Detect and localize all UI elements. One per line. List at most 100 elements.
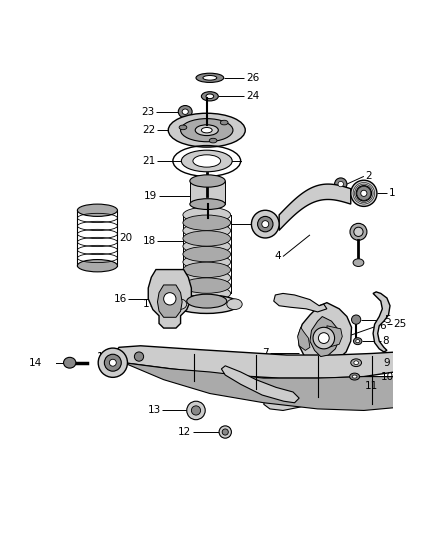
Ellipse shape [350,373,360,380]
Ellipse shape [313,327,335,349]
Text: 7: 7 [262,348,268,358]
Text: 21: 21 [143,156,156,166]
Polygon shape [373,292,390,352]
Polygon shape [221,366,299,403]
Ellipse shape [178,106,192,118]
Text: 17: 17 [143,299,156,309]
Ellipse shape [183,278,231,293]
Text: 10: 10 [381,372,394,382]
Polygon shape [310,317,339,357]
Ellipse shape [353,338,362,345]
Ellipse shape [220,120,228,125]
Ellipse shape [190,175,225,187]
Text: 12: 12 [178,427,191,437]
Text: 22: 22 [143,125,156,135]
Ellipse shape [187,294,227,308]
Polygon shape [114,346,412,378]
Ellipse shape [219,426,231,438]
Text: 6: 6 [379,321,386,331]
Ellipse shape [78,260,117,272]
Ellipse shape [183,215,231,230]
Text: 26: 26 [246,73,259,83]
Ellipse shape [98,348,127,377]
Text: 3: 3 [223,219,230,229]
Ellipse shape [183,270,231,285]
Ellipse shape [258,216,273,232]
Ellipse shape [335,178,347,190]
Polygon shape [264,395,314,410]
Ellipse shape [193,155,221,167]
Polygon shape [148,270,191,328]
Ellipse shape [227,299,242,310]
Text: 16: 16 [113,294,127,304]
Ellipse shape [78,204,117,216]
Ellipse shape [356,185,371,201]
Ellipse shape [183,286,231,301]
Ellipse shape [183,231,231,246]
Text: 14: 14 [29,358,42,368]
Ellipse shape [338,181,343,187]
Text: 25: 25 [393,319,406,329]
Ellipse shape [64,357,76,368]
Ellipse shape [206,94,214,99]
Ellipse shape [183,254,231,270]
Ellipse shape [352,315,361,324]
Ellipse shape [361,190,367,196]
Ellipse shape [354,361,358,365]
Ellipse shape [171,299,187,310]
Ellipse shape [183,246,231,262]
Ellipse shape [168,113,245,147]
Ellipse shape [351,180,377,206]
Ellipse shape [353,259,364,266]
Ellipse shape [318,333,329,343]
Ellipse shape [251,210,279,238]
Polygon shape [327,326,342,348]
Ellipse shape [209,138,217,143]
Ellipse shape [222,429,228,435]
Ellipse shape [134,352,144,361]
Text: 5: 5 [384,314,391,325]
Text: 4: 4 [275,252,282,262]
Ellipse shape [405,424,415,433]
Polygon shape [298,327,310,350]
Polygon shape [190,181,225,204]
Text: 15: 15 [96,352,110,361]
Text: 1: 1 [389,188,395,198]
Polygon shape [279,184,351,230]
Ellipse shape [183,223,231,238]
Ellipse shape [195,125,218,135]
Ellipse shape [182,109,188,115]
Ellipse shape [183,239,231,254]
Ellipse shape [203,76,217,80]
Ellipse shape [403,415,417,427]
Ellipse shape [183,262,231,278]
Text: 2: 2 [365,172,372,181]
Ellipse shape [402,377,419,394]
Ellipse shape [354,227,363,237]
Ellipse shape [179,125,187,130]
Ellipse shape [356,340,360,343]
Ellipse shape [350,223,367,240]
Ellipse shape [196,73,224,83]
Text: 19: 19 [144,191,158,201]
Ellipse shape [191,406,201,415]
Polygon shape [124,363,415,410]
Ellipse shape [180,119,233,142]
Text: 23: 23 [141,107,155,117]
Ellipse shape [201,92,218,101]
Text: 11: 11 [364,381,378,391]
Ellipse shape [201,127,212,133]
Polygon shape [298,303,352,406]
Ellipse shape [351,359,361,367]
Text: 20: 20 [119,233,132,243]
Text: 18: 18 [143,236,156,246]
Text: 24: 24 [246,91,259,101]
Polygon shape [274,294,327,312]
Text: 13: 13 [147,406,161,415]
Polygon shape [158,285,182,317]
Ellipse shape [110,359,117,366]
Text: 9: 9 [384,358,391,368]
Ellipse shape [164,293,176,305]
Ellipse shape [406,381,415,391]
Ellipse shape [352,375,357,378]
